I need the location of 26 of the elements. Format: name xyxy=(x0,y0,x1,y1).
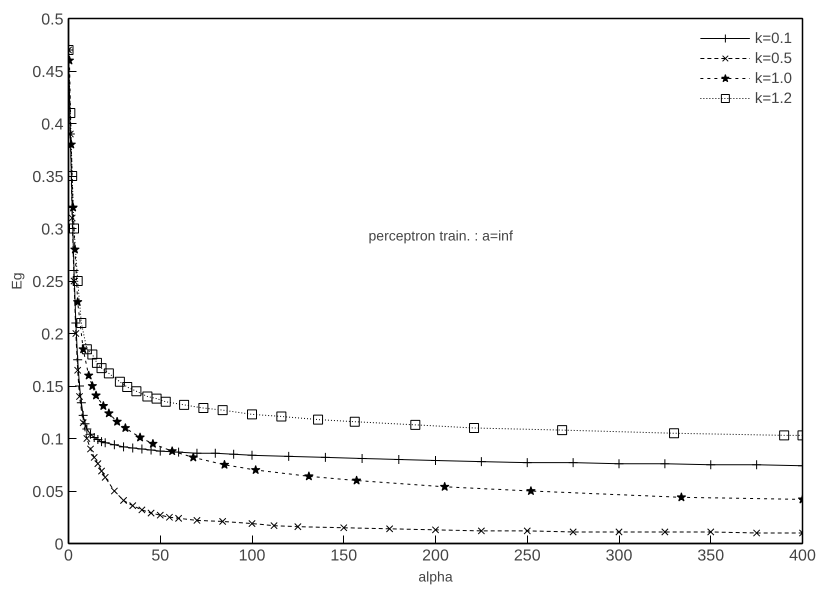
y-tick-label: 0.45 xyxy=(32,64,64,81)
y-tick-label: 0.2 xyxy=(41,326,64,344)
legend-label: k=1.2 xyxy=(754,90,792,106)
x-tick-label: 150 xyxy=(330,548,358,564)
y-tick-label: 0 xyxy=(54,536,64,554)
x-tick-label: 250 xyxy=(514,548,541,564)
x-tick-label: 300 xyxy=(606,548,632,564)
x-axis-title: alpha xyxy=(418,568,453,584)
y-tick-label: 0.25 xyxy=(32,274,64,291)
x-tick-label: 400 xyxy=(789,548,816,564)
x-tick-label: 350 xyxy=(697,548,724,564)
y-tick-label: 0.3 xyxy=(41,222,64,238)
y-tick-label: 0.35 xyxy=(32,169,64,186)
y-tick-label: 0.05 xyxy=(32,484,64,501)
x-tick-label: 200 xyxy=(422,548,449,564)
annotation: perceptron train. : a=inf xyxy=(368,228,513,244)
x-tick-label: 100 xyxy=(238,548,266,564)
y-tick-label: 0.1 xyxy=(41,432,64,448)
y-tick-label: 0.5 xyxy=(41,12,64,28)
legend-label: k=0.1 xyxy=(754,30,792,46)
y-tick-label: 0.15 xyxy=(32,379,64,396)
y-axis-title: Eg xyxy=(8,272,24,290)
legend-label: k=1.0 xyxy=(754,70,792,86)
y-tick-label: 0.4 xyxy=(41,116,64,134)
x-tick-label: 50 xyxy=(151,548,170,564)
legend-label: k=0.5 xyxy=(754,50,792,66)
